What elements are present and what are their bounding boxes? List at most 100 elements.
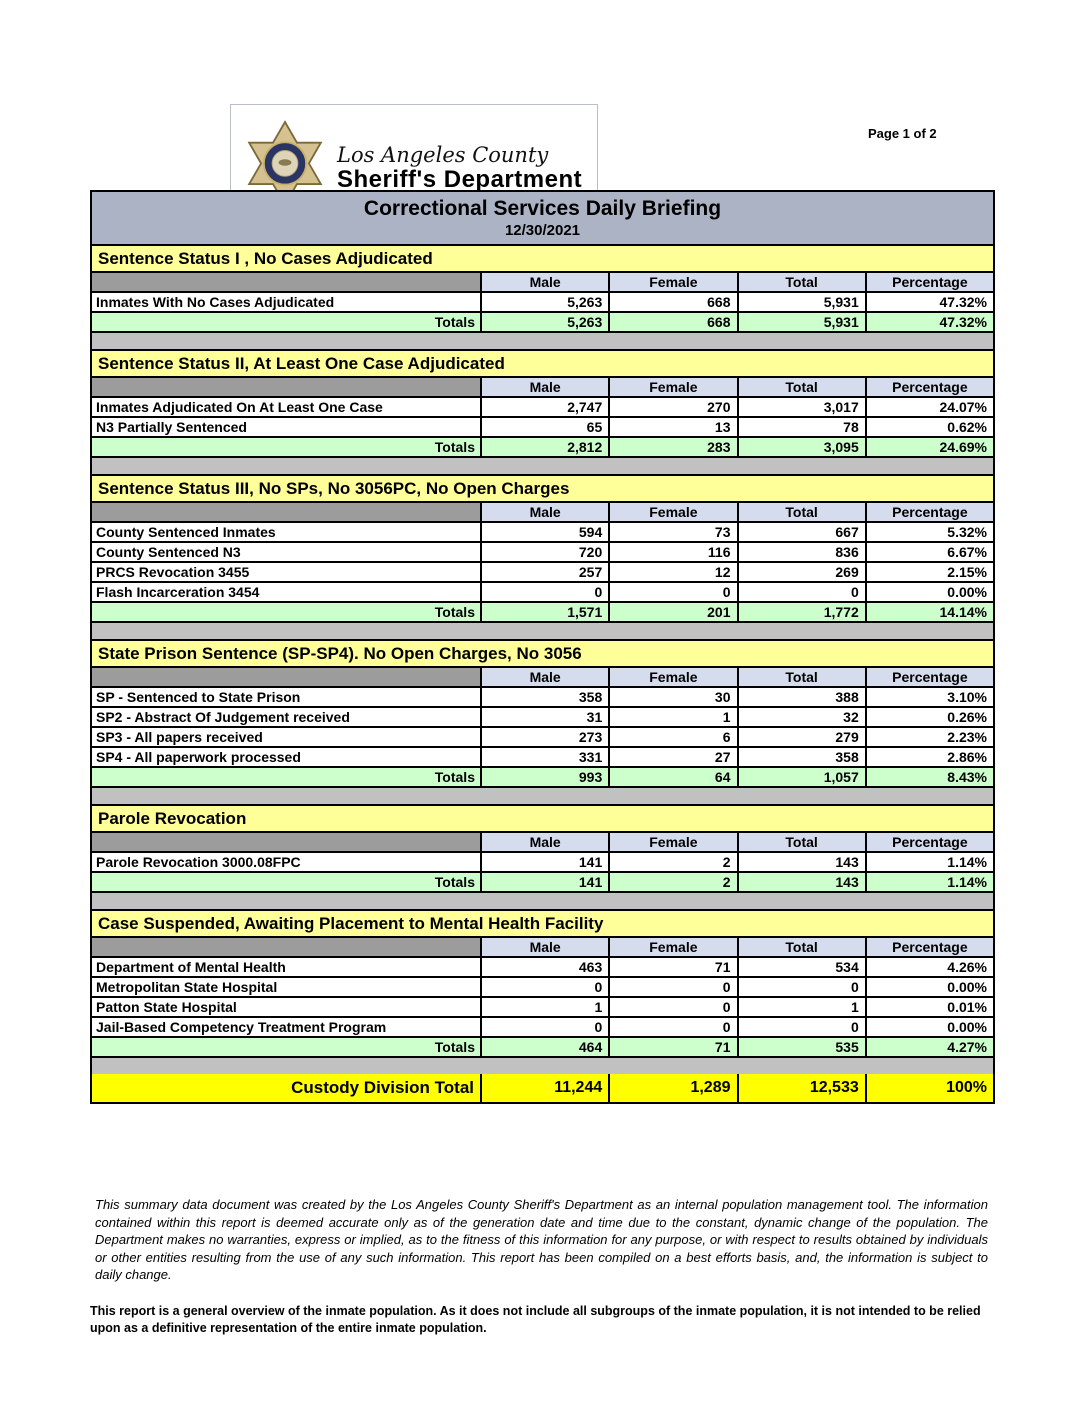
totals-value-cell: 201: [608, 603, 736, 621]
section: Sentence Status II, At Least One Case Ad…: [92, 349, 993, 458]
column-header: Female: [608, 938, 737, 956]
section: Sentence Status III, No SPs, No 3056PC, …: [92, 474, 993, 623]
value-cell: 5,263: [480, 293, 608, 311]
column-header: Percentage: [864, 938, 993, 956]
column-header: Male: [480, 503, 609, 521]
totals-value-cell: 14.14%: [864, 603, 993, 621]
totals-value-cell: 5,931: [736, 313, 865, 331]
row-label: Jail-Based Competency Treatment Program: [96, 1019, 387, 1035]
section-title-row: Sentence Status III, No SPs, No 3056PC, …: [92, 476, 993, 501]
table-row: Flash Incarceration 3454 0 0 0 0.00%: [92, 581, 993, 601]
table-row: PRCS Revocation 3455 257 12 269 2.15%: [92, 561, 993, 581]
sheriff-star-icon: [247, 120, 323, 209]
table-row: Department of Mental Health 463 71 534 4.26%: [92, 956, 993, 976]
value-cell: 836: [736, 543, 865, 561]
value-cell: 0.00%: [864, 583, 993, 601]
column-header: Male: [480, 378, 609, 396]
column-header: Female: [608, 833, 737, 851]
table-row: N3 Partially Sentenced 65 13 78 0.62%: [92, 416, 993, 436]
section: State Prison Sentence (SP-SP4). No Open …: [92, 639, 993, 788]
value-cell: 5,931: [736, 293, 865, 311]
column-header: Female: [608, 378, 737, 396]
daily-briefing-table: Correctional Services Daily Briefing 12/…: [90, 190, 995, 1104]
section-title-row: State Prison Sentence (SP-SP4). No Open …: [92, 641, 993, 666]
totals-row: Totals 141 2 143 1.14%: [92, 871, 993, 891]
row-label: PRCS Revocation 3455: [96, 564, 250, 580]
totals-value-cell: 5,263: [480, 313, 608, 331]
value-cell: 13: [608, 418, 736, 436]
row-label: Metropolitan State Hospital: [96, 979, 278, 995]
totals-value-cell: 464: [480, 1038, 608, 1056]
value-cell: 3.10%: [864, 688, 993, 706]
value-cell: 0.00%: [864, 1018, 993, 1036]
totals-row: Totals 5,263 668 5,931 47.32%: [92, 311, 993, 331]
value-cell: 0: [480, 583, 608, 601]
column-header: Female: [608, 668, 737, 686]
column-header-row: Male Female Total Percentage: [92, 831, 993, 851]
value-cell: 78: [736, 418, 865, 436]
value-cell: 6: [608, 728, 736, 746]
column-header: Female: [608, 273, 737, 291]
row-label: SP3 - All papers received: [96, 729, 263, 745]
page-number: Page 1 of 2: [868, 126, 937, 141]
totals-label: Totals: [434, 769, 475, 785]
header-corner-cell: [92, 503, 480, 521]
totals-row: Totals 993 64 1,057 8.43%: [92, 766, 993, 786]
section-title: Case Suspended, Awaiting Placement to Me…: [98, 913, 604, 933]
grand-total-label: Custody Division Total: [291, 1078, 474, 1097]
value-cell: 2: [608, 853, 736, 871]
table-row: SP3 - All papers received 273 6 279 2.23%: [92, 726, 993, 746]
value-cell: 257: [480, 563, 608, 581]
column-header: Total: [736, 273, 865, 291]
row-label: SP4 - All paperwork processed: [96, 749, 301, 765]
value-cell: 1.14%: [864, 853, 993, 871]
section-gap: [92, 893, 993, 909]
value-cell: 1: [480, 998, 608, 1016]
grand-total-total: 12,533: [736, 1074, 865, 1102]
section-gap: [92, 788, 993, 804]
value-cell: 1: [608, 708, 736, 726]
section-title: Sentence Status III, No SPs, No 3056PC, …: [98, 478, 570, 498]
value-cell: 0: [736, 978, 865, 996]
grand-total-female: 1,289: [608, 1074, 736, 1102]
custody-division-total-row: Custody Division Total 11,244 1,289 12,5…: [92, 1074, 993, 1102]
table-row: Inmates Adjudicated On At Least One Case…: [92, 396, 993, 416]
totals-value-cell: 143: [736, 873, 865, 891]
report-date: 12/30/2021: [504, 222, 581, 239]
column-header: Female: [608, 503, 737, 521]
value-cell: 388: [736, 688, 865, 706]
table-row: County Sentenced N3 720 116 836 6.67%: [92, 541, 993, 561]
value-cell: 463: [480, 958, 608, 976]
section: Case Suspended, Awaiting Placement to Me…: [92, 909, 993, 1058]
section-title-row: Sentence Status I , No Cases Adjudicated: [92, 246, 993, 271]
totals-value-cell: 668: [608, 313, 736, 331]
table-row: Jail-Based Competency Treatment Program 0…: [92, 1016, 993, 1036]
table-row: Metropolitan State Hospital 0 0 0 0.00%: [92, 976, 993, 996]
header-corner-cell: [92, 378, 480, 396]
totals-value-cell: 1,571: [480, 603, 608, 621]
grand-total-male: 11,244: [480, 1074, 608, 1102]
grand-total-percentage: 100%: [864, 1074, 993, 1102]
value-cell: 4.26%: [864, 958, 993, 976]
value-cell: 27: [608, 748, 736, 766]
value-cell: 24.07%: [864, 398, 993, 416]
section: Parole Revocation Male Female Total Percenta…: [92, 804, 993, 893]
totals-value-cell: 24.69%: [864, 438, 993, 456]
row-label: County Sentenced Inmates: [96, 524, 276, 540]
value-cell: 358: [480, 688, 608, 706]
section-gap: [92, 623, 993, 639]
report-title: Correctional Services Daily Briefing: [363, 197, 722, 220]
value-cell: 0: [608, 998, 736, 1016]
row-label: County Sentenced N3: [96, 544, 241, 560]
value-cell: 0.26%: [864, 708, 993, 726]
column-header: Male: [480, 938, 609, 956]
value-cell: 3,017: [736, 398, 865, 416]
value-cell: 269: [736, 563, 865, 581]
value-cell: 358: [736, 748, 865, 766]
row-label: Department of Mental Health: [96, 959, 286, 975]
totals-value-cell: 283: [608, 438, 736, 456]
value-cell: 2.23%: [864, 728, 993, 746]
sections-container: Sentence Status I , No Cases Adjudicated…: [92, 244, 993, 1074]
totals-value-cell: 47.32%: [864, 313, 993, 331]
table-row: Inmates With No Cases Adjudicated 5,263 66…: [92, 291, 993, 311]
